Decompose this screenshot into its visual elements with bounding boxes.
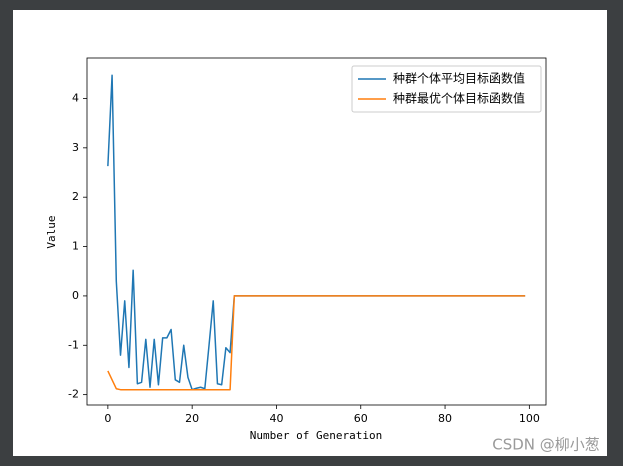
x-axis-label: Number of Generation xyxy=(250,429,382,442)
legend-label: 种群个体平均目标函数值 xyxy=(393,71,525,86)
watermark: CSDN @柳小葱 xyxy=(492,436,600,454)
x-tick-label: 40 xyxy=(269,412,283,425)
y-tick-label: 0 xyxy=(72,289,79,302)
x-tick-label: 20 xyxy=(185,412,199,425)
series-line xyxy=(107,295,526,391)
y-axis-label: Value xyxy=(45,215,58,248)
x-tick-label: 80 xyxy=(438,412,452,425)
y-tick-label: 1 xyxy=(72,240,79,253)
y-tick-label: -2 xyxy=(68,388,79,401)
axes-frame xyxy=(86,57,547,406)
y-tick-label: 3 xyxy=(72,141,79,154)
x-tick-label: 60 xyxy=(354,412,368,425)
y-tick-label: 4 xyxy=(72,91,79,104)
y-tick-label: 2 xyxy=(72,190,79,203)
x-tick-label: 100 xyxy=(519,412,540,425)
legend-label: 种群最优个体目标函数值 xyxy=(393,91,525,106)
x-tick-label: 0 xyxy=(104,412,111,425)
y-tick-label: -1 xyxy=(68,338,79,351)
legend-box xyxy=(351,65,542,113)
